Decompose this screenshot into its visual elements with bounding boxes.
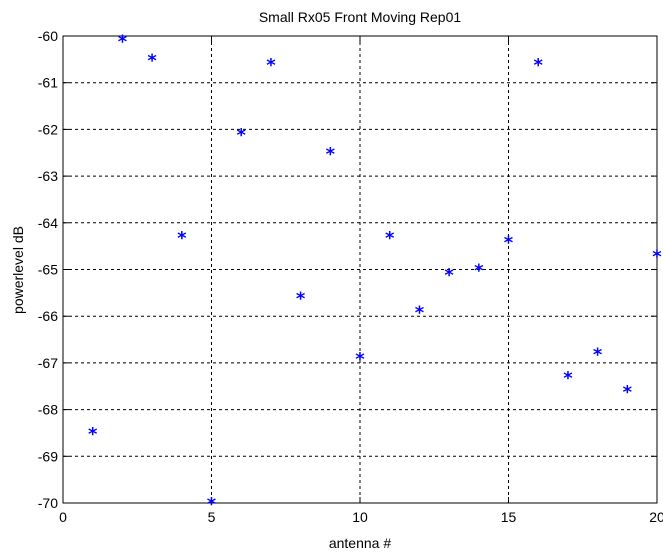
data-point: *	[147, 50, 157, 71]
y-tick-label: -63	[38, 168, 58, 184]
data-point: *	[563, 368, 573, 389]
y-tick-label: -65	[38, 262, 58, 278]
x-tick-label: 5	[208, 509, 216, 525]
data-point: *	[326, 144, 336, 165]
y-tick-label: -61	[38, 75, 58, 91]
data-point: *	[623, 382, 633, 403]
axis-ticks: 0 5 10 15 20 -70 -69 -68 -67 -66 -65 -64 -63 -62 -61 -6…	[38, 28, 663, 525]
x-tick-label: 0	[59, 509, 67, 525]
y-axis-label: powerlevel dB	[10, 226, 26, 314]
data-points: * * * * * * * * * * * * * * * * * * * *	[88, 32, 662, 515]
data-point: *	[415, 303, 425, 324]
grid-lines	[63, 36, 657, 503]
data-point: *	[236, 125, 246, 146]
data-point: *	[88, 424, 98, 445]
x-tick-label: 15	[501, 509, 517, 525]
y-tick-label: -70	[38, 495, 58, 511]
data-point: *	[593, 345, 603, 366]
data-point: *	[474, 261, 484, 282]
data-point: *	[652, 246, 662, 267]
data-point: *	[385, 228, 395, 249]
y-tick-label: -69	[38, 448, 58, 464]
y-tick-label: -67	[38, 355, 58, 371]
y-tick-label: -62	[38, 121, 58, 137]
x-axis-label: antenna #	[329, 535, 391, 551]
x-tick-label: 10	[352, 509, 368, 525]
data-point: *	[504, 232, 514, 253]
y-tick-label: -66	[38, 308, 58, 324]
data-point: *	[177, 228, 187, 249]
data-point: *	[533, 55, 543, 76]
data-point: *	[266, 55, 276, 76]
data-point: *	[207, 494, 217, 515]
y-tick-label: -64	[38, 215, 58, 231]
chart-title: Small Rx05 Front Moving Rep01	[259, 9, 462, 25]
data-point: *	[444, 265, 454, 286]
y-tick-label: -60	[38, 28, 58, 44]
data-point: *	[118, 32, 128, 53]
x-tick-label: 20	[649, 509, 663, 525]
data-point: *	[296, 289, 306, 310]
y-tick-label: -68	[38, 402, 58, 418]
data-point: *	[355, 349, 365, 370]
